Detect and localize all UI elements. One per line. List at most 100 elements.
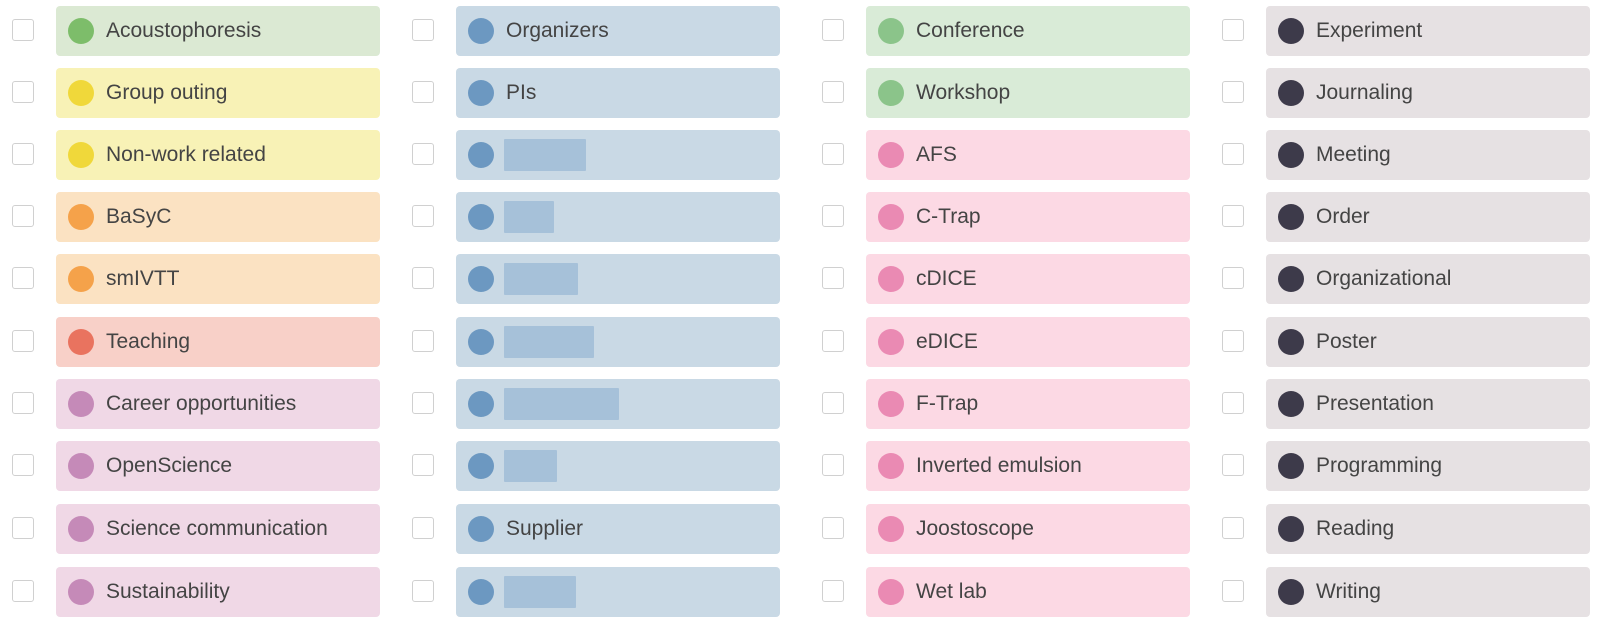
tag-label[interactable]: Journaling: [1266, 68, 1590, 118]
tag-text: C-Trap: [916, 205, 981, 228]
tag-label[interactable]: [456, 379, 780, 429]
tag-label[interactable]: [456, 254, 780, 304]
tag-checkbox[interactable]: [12, 143, 34, 165]
tag-label[interactable]: Career opportunities: [56, 379, 380, 429]
tag-checkbox[interactable]: [12, 392, 34, 414]
tag-checkbox[interactable]: [12, 330, 34, 352]
tag-checkbox[interactable]: [412, 267, 434, 289]
tag-column-4: Experiment Journaling Meeting Order Organiza…: [1210, 0, 1600, 636]
color-dot-icon: [878, 329, 904, 355]
tag-checkbox[interactable]: [1222, 143, 1244, 165]
tag-row: Order: [1210, 192, 1600, 242]
tag-checkbox[interactable]: [412, 454, 434, 476]
color-dot-icon: [468, 142, 494, 168]
tag-checkbox[interactable]: [12, 580, 34, 602]
tag-label[interactable]: Organizers: [456, 6, 780, 56]
tag-checkbox[interactable]: [1222, 205, 1244, 227]
tag-checkbox[interactable]: [12, 205, 34, 227]
tag-row: Sustainability: [0, 567, 396, 617]
tag-checkbox[interactable]: [12, 19, 34, 41]
tag-label[interactable]: Workshop: [866, 68, 1190, 118]
tag-label[interactable]: Acoustophoresis: [56, 6, 380, 56]
color-dot-icon: [878, 204, 904, 230]
color-dot-icon: [1278, 579, 1304, 605]
tag-label[interactable]: Joostoscope: [866, 504, 1190, 554]
tag-label[interactable]: Science communication: [56, 504, 380, 554]
tag-label[interactable]: [456, 441, 780, 491]
tag-checkbox[interactable]: [822, 19, 844, 41]
tag-label[interactable]: Programming: [1266, 441, 1590, 491]
tag-label[interactable]: Supplier: [456, 504, 780, 554]
tag-checkbox[interactable]: [822, 517, 844, 539]
tag-label[interactable]: Poster: [1266, 317, 1590, 367]
tag-checkbox[interactable]: [412, 330, 434, 352]
tag-checkbox[interactable]: [822, 81, 844, 103]
tag-checkbox[interactable]: [1222, 330, 1244, 352]
tag-checkbox[interactable]: [412, 580, 434, 602]
tag-checkbox[interactable]: [822, 580, 844, 602]
tag-checkbox[interactable]: [412, 392, 434, 414]
tag-label[interactable]: BaSyC: [56, 192, 380, 242]
tag-checkbox[interactable]: [12, 454, 34, 476]
tag-label[interactable]: [456, 317, 780, 367]
tag-label[interactable]: Conference: [866, 6, 1190, 56]
tag-label[interactable]: [456, 130, 780, 180]
tag-checkbox[interactable]: [1222, 580, 1244, 602]
tag-checkbox[interactable]: [1222, 19, 1244, 41]
tag-label[interactable]: Experiment: [1266, 6, 1590, 56]
tag-label[interactable]: AFS: [866, 130, 1190, 180]
tag-label[interactable]: [456, 192, 780, 242]
tag-checkbox[interactable]: [1222, 81, 1244, 103]
tag-label[interactable]: Writing: [1266, 567, 1590, 617]
tag-label[interactable]: OpenScience: [56, 441, 380, 491]
tag-label[interactable]: Non-work related: [56, 130, 380, 180]
tag-label[interactable]: Inverted emulsion: [866, 441, 1190, 491]
tag-label[interactable]: Sustainability: [56, 567, 380, 617]
tag-checkbox[interactable]: [822, 330, 844, 352]
tag-text: cDICE: [916, 267, 977, 290]
tag-row: Workshop: [810, 68, 1206, 118]
tag-checkbox[interactable]: [1222, 267, 1244, 289]
tag-checkbox[interactable]: [12, 517, 34, 539]
tag-row: Journaling: [1210, 68, 1600, 118]
tag-label[interactable]: C-Trap: [866, 192, 1190, 242]
tag-checkbox[interactable]: [412, 81, 434, 103]
tag-label[interactable]: Teaching: [56, 317, 380, 367]
tag-label[interactable]: Reading: [1266, 504, 1590, 554]
tag-label[interactable]: smIVTT: [56, 254, 380, 304]
tag-checkbox[interactable]: [1222, 454, 1244, 476]
tag-checkbox[interactable]: [822, 143, 844, 165]
color-dot-icon: [878, 142, 904, 168]
tag-checkbox[interactable]: [412, 517, 434, 539]
tag-text: Science communication: [106, 517, 328, 540]
tag-checkbox[interactable]: [822, 454, 844, 476]
tag-row: F-Trap: [810, 379, 1206, 429]
tag-label[interactable]: Wet lab: [866, 567, 1190, 617]
color-dot-icon: [878, 18, 904, 44]
tag-checkbox[interactable]: [1222, 392, 1244, 414]
tag-text: Supplier: [506, 517, 584, 540]
tag-label[interactable]: cDICE: [866, 254, 1190, 304]
tag-label[interactable]: Organizational: [1266, 254, 1590, 304]
tag-label[interactable]: PIs: [456, 68, 780, 118]
tag-label[interactable]: Meeting: [1266, 130, 1590, 180]
tag-label[interactable]: [456, 567, 780, 617]
color-dot-icon: [1278, 453, 1304, 479]
tag-checkbox[interactable]: [1222, 517, 1244, 539]
tag-checkbox[interactable]: [412, 19, 434, 41]
tag-label[interactable]: Order: [1266, 192, 1590, 242]
tag-label[interactable]: Group outing: [56, 68, 380, 118]
tag-label[interactable]: eDICE: [866, 317, 1190, 367]
tag-checkbox[interactable]: [12, 81, 34, 103]
tag-checkbox[interactable]: [412, 143, 434, 165]
tag-checkbox[interactable]: [822, 205, 844, 227]
color-dot-icon: [68, 453, 94, 479]
color-dot-icon: [468, 579, 494, 605]
redacted-label: [504, 326, 594, 358]
tag-checkbox[interactable]: [12, 267, 34, 289]
tag-label[interactable]: F-Trap: [866, 379, 1190, 429]
tag-checkbox[interactable]: [822, 392, 844, 414]
tag-checkbox[interactable]: [822, 267, 844, 289]
tag-checkbox[interactable]: [412, 205, 434, 227]
tag-label[interactable]: Presentation: [1266, 379, 1590, 429]
